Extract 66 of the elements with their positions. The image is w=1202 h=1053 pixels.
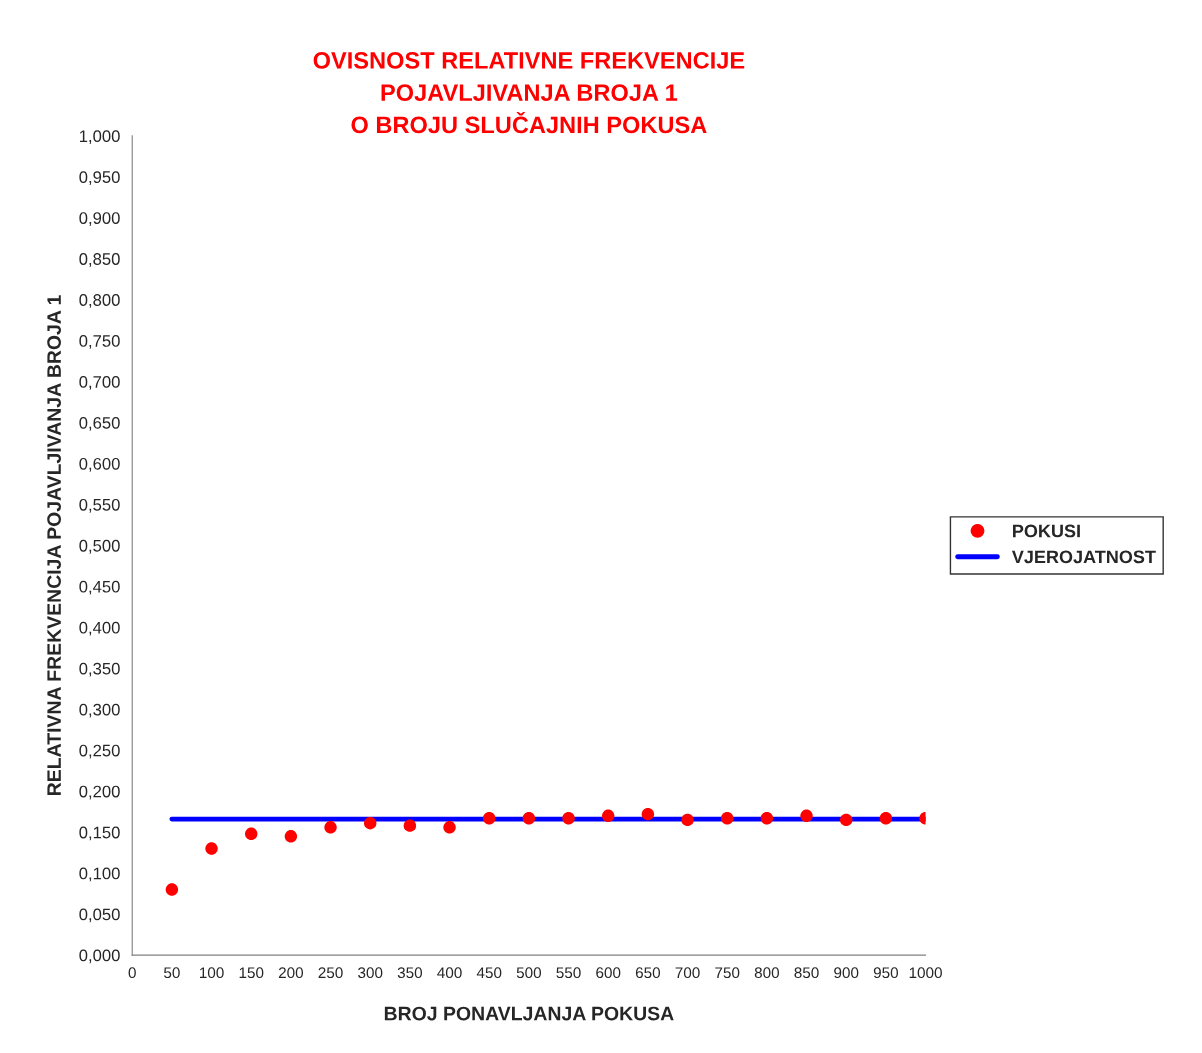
x-tick-label: 0 [128, 967, 136, 979]
y-tick-label: 0,400 [79, 621, 120, 636]
x-tick-label: 450 [476, 967, 502, 979]
y-tick-label: 0,550 [79, 498, 120, 513]
y-tick-label: 0,650 [79, 416, 120, 431]
x-axis-title: BROJ PONAVLJANJA POKUSA [384, 1006, 674, 1021]
y-tick-label: 0,000 [79, 949, 120, 964]
y-tick-label: 0,100 [79, 867, 120, 882]
x-tick-label: 550 [556, 967, 581, 979]
point [602, 809, 615, 823]
point [800, 809, 813, 823]
point [324, 821, 337, 834]
point [483, 812, 496, 825]
point [681, 813, 694, 827]
point [205, 842, 218, 855]
y-tick-label: 0,250 [79, 744, 120, 759]
x-tick-label: 250 [318, 967, 343, 979]
x-tick-label: 850 [794, 967, 819, 979]
y-tick-label: 0,150 [79, 826, 120, 841]
x-tick-label: 500 [516, 967, 542, 979]
x-tick-label: 50 [164, 967, 180, 979]
x-tick-label: 150 [239, 967, 264, 979]
x-tick-label: 650 [635, 967, 661, 979]
y-axis-title: RELATIVNA FREKVENCIJA POJAVLJIVANJA BROJA 1 [47, 295, 61, 795]
point [245, 827, 258, 841]
point [403, 819, 417, 832]
y-tick-label: 0,700 [79, 376, 120, 390]
y-tick-label: 0,800 [79, 294, 120, 308]
x-tick-label: 950 [873, 967, 899, 979]
point [641, 807, 655, 821]
y-tick-label: 0,950 [79, 171, 120, 185]
x-tick-label: 900 [834, 967, 859, 979]
point [165, 883, 179, 896]
x-tick-label: 1000 [909, 967, 942, 979]
x-tick-label: 600 [596, 967, 621, 979]
point [522, 812, 536, 825]
y-tick-label: 0,850 [79, 253, 120, 267]
point [760, 812, 774, 825]
legend-label: VJEROJATNOST [1011, 550, 1156, 564]
point [284, 830, 298, 843]
point [562, 812, 575, 825]
point [840, 813, 853, 827]
y-tick-label: 1,000 [79, 130, 120, 145]
y-tick-label: 0,500 [79, 539, 120, 554]
x-tick-label: 350 [397, 967, 423, 979]
x-tick-label: 800 [754, 967, 780, 979]
x-tick-label: 750 [715, 967, 740, 979]
y-tick-label: 0,900 [79, 212, 120, 226]
point [443, 821, 456, 834]
x-tick-label: 300 [358, 967, 383, 979]
chart-title: OVISNOST RELATIVNE FREKVENCIJE POJAVLJIVANJA BROJA 1 O BROJU SLUČAJNIH POKUSA [313, 52, 745, 134]
y-tick-label: 0,600 [79, 457, 120, 472]
legend-label: POKUSI [1013, 524, 1080, 538]
y-tick-label: 0,750 [79, 335, 120, 349]
point [879, 812, 893, 825]
y-tick-label: 0,450 [79, 580, 120, 595]
y-tick-label: 0,200 [79, 785, 120, 800]
x-tick-label: 700 [675, 967, 700, 979]
x-tick-label: 400 [437, 967, 462, 979]
y-tick-label: 0,350 [79, 662, 120, 677]
y-tick-label: 0,300 [79, 703, 120, 718]
y-tick-label: 0,050 [79, 908, 120, 923]
point [721, 812, 734, 825]
x-tick-label: 100 [199, 967, 224, 979]
x-tick-label: 200 [278, 967, 304, 979]
point [364, 816, 377, 830]
